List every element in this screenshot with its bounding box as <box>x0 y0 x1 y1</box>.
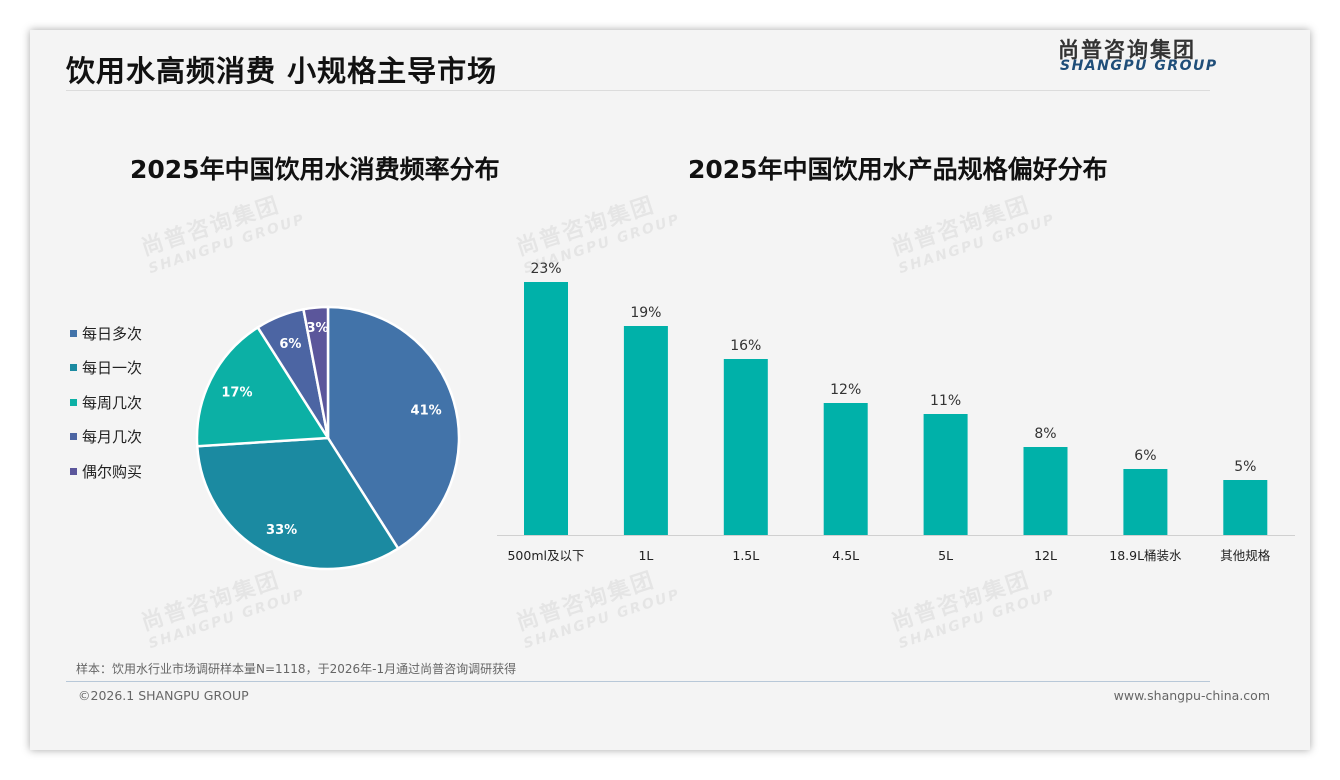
bar-label: 11% <box>930 393 961 409</box>
legend-item: 每周几次 <box>70 385 142 420</box>
bar <box>1223 480 1268 535</box>
legend-swatch <box>70 467 77 475</box>
bar <box>923 414 968 535</box>
pie-label: 3% <box>306 321 328 336</box>
legend-label: 每周几次 <box>82 393 143 412</box>
x-tick-label: 500ml及以下 <box>507 548 584 563</box>
x-tick-label: 12L <box>1034 548 1057 563</box>
legend-swatch <box>70 329 77 337</box>
bar-label: 8% <box>1034 426 1056 442</box>
legend-swatch <box>70 398 77 406</box>
bar <box>623 326 668 535</box>
legend-item: 每日多次 <box>70 316 142 351</box>
legend-swatch <box>70 364 77 372</box>
bar <box>723 359 768 535</box>
pie-title: 2025年中国饮用水消费频率分布 <box>130 155 500 184</box>
logo-en: SHANGPU GROUP <box>1060 58 1218 74</box>
pie-label: 33% <box>266 523 297 538</box>
legend-item: 每日一次 <box>70 351 142 386</box>
legend-label: 每日一次 <box>82 359 143 378</box>
x-tick-label: 其他规格 <box>1220 548 1271 563</box>
pie-slice <box>301 305 330 439</box>
pie-label: 6% <box>279 337 301 352</box>
x-tick-label: 18.9L桶装水 <box>1109 548 1182 563</box>
bar-label: 6% <box>1134 448 1156 464</box>
legend-item: 偶尔购买 <box>70 454 142 489</box>
pie-slice <box>195 325 331 448</box>
bar-label: 5% <box>1234 459 1256 475</box>
bar-label: 23% <box>530 261 561 277</box>
website-link[interactable]: www.shangpu-china.com <box>1113 688 1270 703</box>
legend-label: 偶尔购买 <box>82 462 143 481</box>
bar-label: 16% <box>730 338 761 354</box>
bar-label: 19% <box>630 305 661 321</box>
bar <box>524 282 568 535</box>
legend-swatch <box>70 433 77 441</box>
legend-item: 每月几次 <box>70 420 142 455</box>
logo-cn: 尚普咨询集团 <box>1058 38 1196 62</box>
bar <box>1123 469 1168 535</box>
copyright: ©2026.1 SHANGPU GROUP <box>78 688 249 703</box>
pie-label: 41% <box>411 403 442 418</box>
bar <box>1023 447 1068 535</box>
pie-label: 17% <box>221 386 252 401</box>
page-title: 饮用水高频消费 小规格主导市场 <box>66 54 498 88</box>
x-tick-label: 1L <box>638 548 653 563</box>
bar-title: 2025年中国饮用水产品规格偏好分布 <box>688 155 1108 184</box>
divider <box>66 681 1210 682</box>
x-tick-label: 4.5L <box>832 548 859 563</box>
pie-slice <box>195 436 400 571</box>
sample-note: 样本：饮用水行业市场调研样本量N=1118，于2026年-1月通过尚普咨询调研获… <box>76 662 517 676</box>
bar-label: 12% <box>830 382 861 398</box>
legend-label: 每月几次 <box>82 428 143 447</box>
x-tick-label: 1.5L <box>732 548 759 563</box>
bar <box>823 403 868 535</box>
divider <box>66 90 1210 91</box>
x-tick-label: 5L <box>938 548 953 563</box>
legend-label: 每日多次 <box>82 324 143 343</box>
pie-legend: 每日多次每日一次每周几次每月几次偶尔购买 <box>70 316 142 489</box>
